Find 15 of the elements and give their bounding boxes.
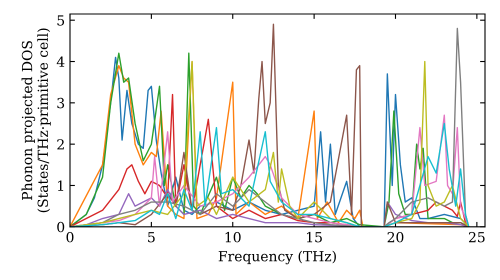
y-axis-title: Phonon projected DOS (States/THz·primitive cell) xyxy=(22,28,51,212)
line-series xyxy=(70,94,470,227)
y-tick-label: 3 xyxy=(57,98,64,108)
x-tick-label: 0 xyxy=(66,232,74,242)
x-tick-label: 20 xyxy=(388,232,404,242)
x-axis-title: Frequency (THz) xyxy=(218,250,336,264)
x-tick-label: 15 xyxy=(306,232,322,242)
x-tick-label: 10 xyxy=(226,232,241,242)
x-tick-label: 25 xyxy=(468,232,485,242)
y-tick-label: 0 xyxy=(57,222,64,232)
y-tick-label: 5 xyxy=(57,15,64,26)
y-tick-label: 2 xyxy=(57,139,64,150)
y-tick-label: 4 xyxy=(56,56,64,67)
y-tick-label: 1 xyxy=(58,180,64,191)
x-tick-label: 5 xyxy=(148,232,155,242)
